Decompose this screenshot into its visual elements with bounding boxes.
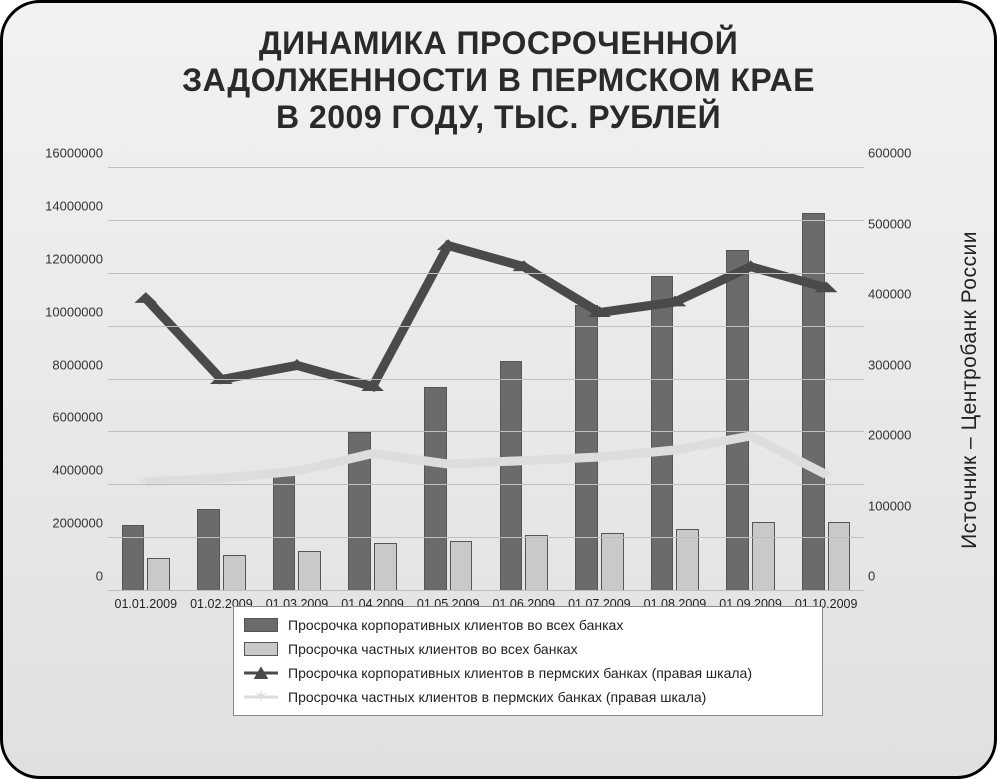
- legend-swatch-line: ✶: [244, 687, 278, 707]
- gridline: [108, 537, 864, 538]
- series-line: [146, 246, 826, 387]
- y-right-tick: 500000: [868, 216, 926, 231]
- legend-line-icon: [244, 672, 278, 675]
- series-marker: ✶: [666, 442, 685, 457]
- chart-title: ДИНАМИКА ПРОСРОЧЕННОЙ ЗАДОЛЖЕННОСТИ В ПЕ…: [3, 3, 994, 141]
- legend-swatch-bar: [244, 642, 278, 656]
- y-left-tick: 12000000: [33, 251, 103, 266]
- y-right-tick: 200000: [868, 428, 926, 443]
- title-line: ЗАДОЛЖЕННОСТИ В ПЕРМСКОМ КРАЕ: [43, 62, 954, 99]
- series-line: [146, 436, 826, 482]
- gridline: [108, 167, 864, 168]
- y-left-tick: 16000000: [33, 146, 103, 161]
- series-marker: ✶: [514, 452, 533, 467]
- y-right-tick: 600000: [868, 146, 926, 161]
- y-right-tick: 400000: [868, 287, 926, 302]
- legend: Просрочка корпоративных клиентов во всех…: [233, 606, 823, 716]
- legend-label: Просрочка частных клиентов в пермских ба…: [288, 689, 706, 705]
- series-marker: ✶: [590, 449, 609, 464]
- line-layer: ✶ ✶ ✶ ✶ ✶ ✶ ✶ ✶ ✶ ✶: [108, 168, 864, 591]
- legend-label: Просрочка частных клиентов во всех банка…: [288, 641, 578, 657]
- y-right-tick: 0: [868, 569, 926, 584]
- series-marker: ✶: [212, 470, 231, 485]
- y-right-tick: 300000: [868, 357, 926, 372]
- y-left-tick: 4000000: [33, 463, 103, 478]
- legend-marker-icon: ✶: [253, 687, 268, 708]
- legend-swatch-line: [244, 663, 278, 683]
- series-marker: ✶: [439, 456, 458, 471]
- chart-card: ДИНАМИКА ПРОСРОЧЕННОЙ ЗАДОЛЖЕННОСТИ В ПЕ…: [0, 0, 997, 779]
- chart-area: ✶✶✶✶✶✶✶✶✶✶ 02000000400000060000008000000…: [33, 168, 924, 746]
- gridline: [108, 590, 864, 591]
- legend-item: Просрочка корпоративных клиентов во всех…: [244, 613, 812, 637]
- gridline: [108, 379, 864, 380]
- title-line: В 2009 ГОДУ, ТЫС. РУБЛЕЙ: [43, 99, 954, 136]
- legend-swatch-bar: [244, 618, 278, 632]
- y-left-tick: 10000000: [33, 304, 103, 319]
- x-tick-label: 01.01.2009: [108, 597, 184, 611]
- legend-item: Просрочка частных клиентов во всех банка…: [244, 637, 812, 661]
- gridline: [108, 484, 864, 485]
- plot-area: ✶✶✶✶✶✶✶✶✶✶ 02000000400000060000008000000…: [108, 168, 864, 591]
- series-marker: ✶: [741, 428, 760, 443]
- legend-item: ✶ Просрочка частных клиентов в пермских б…: [244, 685, 812, 709]
- series-marker: [134, 292, 157, 303]
- y-left-tick: 0: [33, 569, 103, 584]
- series-marker: ✶: [136, 473, 155, 488]
- y-left-tick: 6000000: [33, 410, 103, 425]
- gridline: [108, 273, 864, 274]
- gridline: [108, 326, 864, 327]
- y-left-tick: 2000000: [33, 516, 103, 531]
- y-left-tick: 8000000: [33, 357, 103, 372]
- legend-marker-icon: [254, 666, 268, 678]
- title-line: ДИНАМИКА ПРОСРОЧЕННОЙ: [43, 25, 954, 62]
- legend-label: Просрочка корпоративных клиентов во всех…: [288, 617, 623, 633]
- series-marker: ✶: [363, 445, 382, 460]
- y-left-tick: 14000000: [33, 198, 103, 213]
- series-marker: ✶: [817, 466, 836, 481]
- source-label: Источник – Центробанк России: [958, 231, 982, 549]
- gridline: [108, 220, 864, 221]
- series-marker: ✶: [288, 463, 307, 478]
- y-right-tick: 100000: [868, 498, 926, 513]
- legend-label: Просрочка корпоративных клиентов в пермс…: [288, 665, 752, 681]
- legend-item: Просрочка корпоративных клиентов в пермс…: [244, 661, 812, 685]
- gridline: [108, 431, 864, 432]
